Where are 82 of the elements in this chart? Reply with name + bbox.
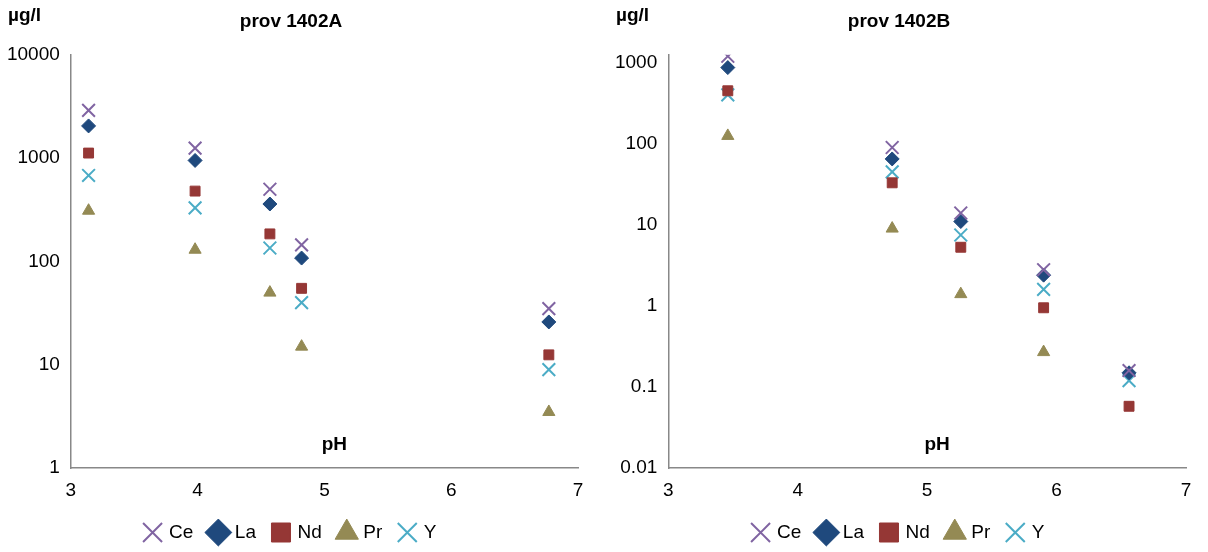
point <box>1036 282 1051 297</box>
legend-label: Nd <box>905 520 930 542</box>
point <box>721 128 735 140</box>
y-tick-label: 100 <box>625 132 658 153</box>
point <box>294 295 309 310</box>
legend-label: Nd <box>297 520 322 542</box>
legend-label: La <box>234 520 257 542</box>
point <box>543 349 555 361</box>
point <box>188 242 202 254</box>
x-tick-label: 4 <box>192 478 204 500</box>
legend-label: Y <box>423 520 437 542</box>
y-tick-label: 1 <box>49 456 60 478</box>
point <box>189 185 201 197</box>
x-tick-label: 7 <box>1180 478 1192 500</box>
point <box>1038 302 1050 314</box>
point <box>187 200 203 216</box>
y-tick-label: 0.01 <box>620 456 658 478</box>
x-tick-label: 3 <box>65 478 77 500</box>
x-tick-label: 5 <box>319 478 330 500</box>
point <box>1036 262 1051 278</box>
y-tick-label: 1000 <box>614 50 658 72</box>
y-tick-label: 10 <box>636 213 658 235</box>
point <box>187 140 203 156</box>
legend-label: Pr <box>363 520 383 542</box>
legend-label: Ce <box>169 520 194 542</box>
y-tick-label: 10000 <box>6 43 60 65</box>
y-tick-label: 100 <box>28 249 60 271</box>
legend-label: Ce <box>777 520 802 542</box>
x-axis-title: pH <box>321 432 348 454</box>
point <box>885 221 899 233</box>
y-axis-title: µg/l <box>616 3 650 25</box>
point <box>884 164 900 180</box>
x-tick-label: 7 <box>572 478 584 500</box>
point <box>294 250 310 266</box>
point <box>262 181 278 197</box>
point <box>263 285 277 297</box>
point <box>884 151 900 167</box>
y-tick-label: 1 <box>646 294 658 316</box>
x-axis-title: pH <box>924 432 950 454</box>
legend-label: Pr <box>971 520 991 542</box>
point <box>886 177 898 189</box>
point <box>262 240 278 256</box>
point <box>81 103 96 118</box>
point <box>541 362 557 377</box>
y-tick-label: 0.1 <box>630 375 658 397</box>
point <box>296 282 308 294</box>
point <box>187 152 203 168</box>
point <box>262 196 278 212</box>
chart-title: prov 1402B <box>847 9 951 31</box>
y-axis-title: µg/l <box>8 3 42 25</box>
x-tick-label: 6 <box>445 478 457 500</box>
point <box>953 214 969 230</box>
point <box>83 147 95 159</box>
point <box>953 205 969 221</box>
point <box>81 118 97 134</box>
point <box>264 228 276 240</box>
point <box>1123 400 1135 412</box>
point <box>542 404 556 416</box>
point <box>1121 373 1137 389</box>
point <box>541 314 557 330</box>
legend-label: La <box>842 520 865 542</box>
point <box>82 203 96 215</box>
x-tick-label: 6 <box>1051 478 1062 500</box>
point <box>1037 344 1051 357</box>
point <box>295 339 309 351</box>
point <box>953 227 969 243</box>
point <box>722 85 734 97</box>
y-tick-label: 10 <box>38 353 60 375</box>
y-tick-label: 1000 <box>17 146 60 168</box>
chart-title: prov 1402A <box>239 9 343 31</box>
x-tick-label: 3 <box>662 478 674 500</box>
point <box>294 237 309 253</box>
x-tick-label: 4 <box>792 478 804 500</box>
point <box>955 241 967 253</box>
point <box>884 140 900 155</box>
point <box>81 168 96 183</box>
point <box>954 286 968 299</box>
point <box>720 60 736 76</box>
legend-label: Y <box>1031 520 1045 542</box>
x-tick-label: 5 <box>921 478 933 500</box>
point <box>541 301 557 316</box>
point <box>720 87 736 103</box>
